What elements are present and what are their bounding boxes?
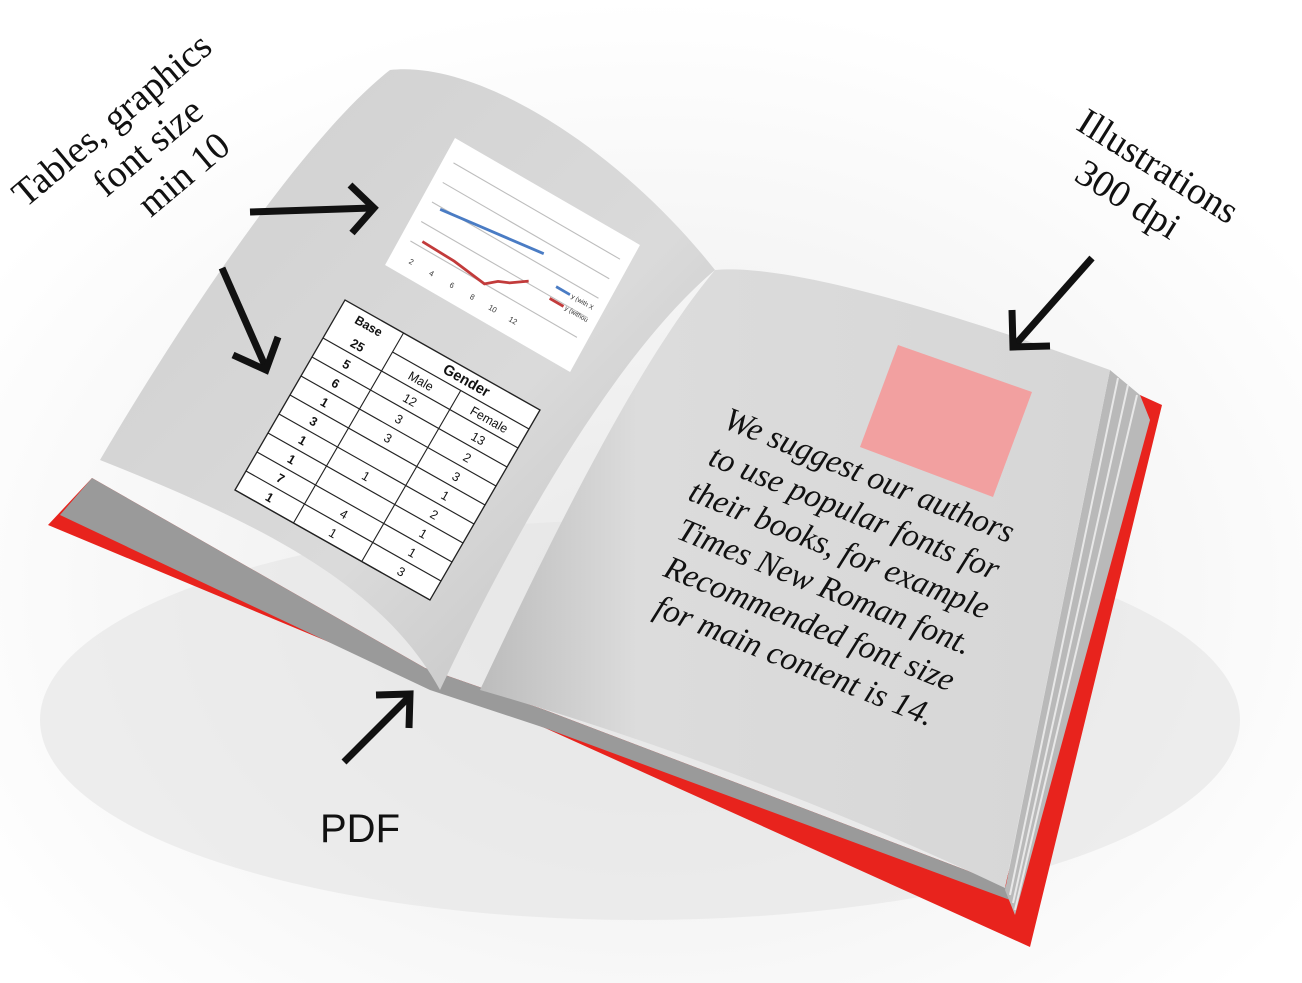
- table-rule: [293, 332, 404, 524]
- table-rule: [256, 451, 453, 563]
- table-rule: [278, 413, 475, 525]
- page-stripes: [1009, 377, 1138, 911]
- chart-line-red: [421, 240, 529, 286]
- table-cell: 13: [468, 429, 487, 448]
- chart-grid: [410, 162, 621, 338]
- table-rule: [234, 489, 431, 601]
- arrowhead: [375, 690, 414, 729]
- chart-x-tick: 12: [507, 314, 519, 326]
- legend-swatch: [548, 297, 565, 308]
- table-rule: [322, 337, 519, 449]
- legend-swatch: [555, 285, 571, 296]
- pdf-note: PDF: [320, 807, 400, 851]
- table-cell: 12: [400, 391, 419, 410]
- table-rule: [300, 375, 497, 487]
- arrow: [341, 693, 413, 765]
- table-rule: [267, 432, 464, 544]
- chart-line-blue: [439, 207, 545, 256]
- arrow: [249, 204, 373, 216]
- chart-area: [385, 138, 641, 373]
- page-edges: [60, 478, 1010, 900]
- table-rule: [361, 390, 462, 562]
- table-rule: [289, 394, 486, 506]
- illustration-square: [860, 345, 1032, 497]
- page-table: BaseGender25MaleFemale512136321333111211…: [234, 299, 541, 601]
- table-rule: [245, 470, 442, 582]
- table-rule: [311, 356, 508, 468]
- chart-x-tick: 4: [428, 268, 437, 278]
- chart-x-tick: 2: [407, 257, 415, 267]
- arrow: [1012, 255, 1095, 348]
- arrowhead: [231, 335, 282, 375]
- table-cell: 25: [348, 336, 367, 355]
- chart-x-tick: 6: [448, 280, 456, 290]
- arrowhead: [347, 182, 379, 236]
- arrows: [218, 182, 1095, 765]
- chart-x-tick: 8: [468, 292, 476, 302]
- arrowhead: [1008, 309, 1051, 351]
- chart-x-tick: 10: [487, 303, 499, 315]
- arrow: [218, 266, 270, 370]
